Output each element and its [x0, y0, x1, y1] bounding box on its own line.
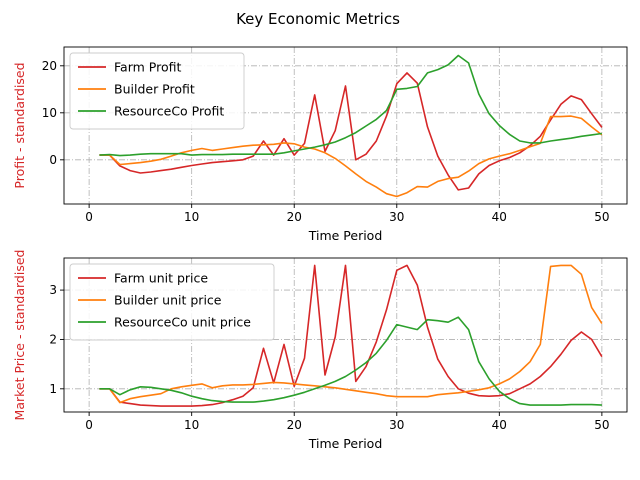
x-tick-label: 50 [594, 210, 609, 224]
legend: Farm Profit Builder Profit ResourceCo Prof… [69, 52, 245, 130]
y-tick-label: 10 [42, 106, 57, 120]
x-tick-label: 40 [492, 418, 507, 432]
legend-label: ResourceCo Profit [114, 104, 224, 119]
legend-box [69, 52, 245, 130]
plot-frame [63, 257, 628, 413]
series-line-resourceco-unit-price [99, 316, 602, 406]
x-tick-label: 0 [85, 418, 93, 432]
y-axis-label: Profit - standardised [12, 62, 27, 188]
x-tick-label: 20 [287, 210, 302, 224]
figure-title: Key Economic Metrics [236, 10, 400, 28]
y-tick-label: 1 [49, 382, 57, 396]
series-line-resourceco-profit [99, 54, 603, 157]
plot-frame [63, 46, 628, 205]
x-axis-label: Time Period [308, 228, 383, 243]
x-tick-label: 20 [287, 418, 302, 432]
x-axis-label: Time Period [308, 436, 383, 451]
x-tick-label: 40 [492, 210, 507, 224]
legend-label: Builder Profit [114, 82, 195, 97]
x-tick-label: 30 [389, 210, 404, 224]
y-tick-label: 20 [42, 59, 57, 73]
series-line-builder-profit [99, 115, 603, 198]
legend-label: Farm unit price [114, 271, 208, 286]
legend-label: Farm Profit [114, 60, 181, 75]
series-line-builder-unit-price [99, 264, 603, 404]
legend-box [69, 263, 275, 341]
x-tick-label: 0 [85, 210, 93, 224]
y-tick-label: 0 [49, 153, 57, 167]
series-line-farm-profit [99, 72, 603, 191]
profit-chart: 0 10 20 30 40 50 0 10 20 Time Period Profit - stan… [12, 46, 628, 243]
y-tick-label: 3 [49, 283, 57, 297]
legend: Farm unit price Builder unit price Resourc… [69, 263, 275, 341]
legend-label: Builder unit price [114, 293, 222, 308]
series-line-farm-unit-price [99, 264, 603, 407]
x-tick-label: 10 [184, 418, 199, 432]
legend-label: ResourceCo unit price [114, 315, 251, 330]
price-chart: 0 10 20 30 40 50 1 2 3 Time Period Market Price - … [12, 250, 628, 451]
x-tick-label: 10 [184, 210, 199, 224]
y-axis-label: Market Price - standardised [12, 250, 27, 421]
x-tick-label: 30 [389, 418, 404, 432]
x-tick-label: 50 [594, 418, 609, 432]
y-tick-label: 2 [49, 332, 57, 346]
